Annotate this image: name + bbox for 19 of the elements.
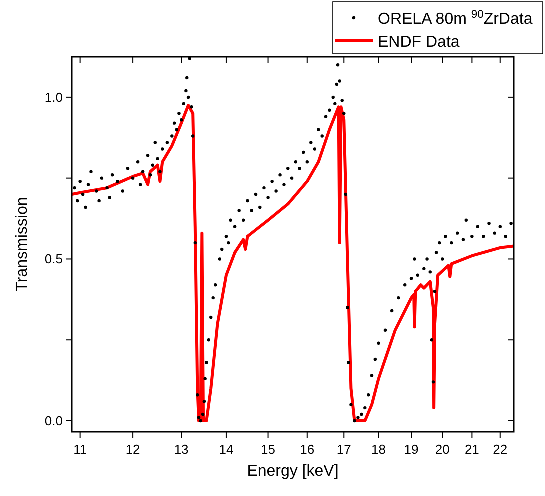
x-tick-label: 21 (464, 442, 480, 457)
x-tick-label: 12 (126, 442, 140, 457)
x-tick-label: 15 (261, 442, 276, 457)
x-tick-label: 14 (219, 442, 234, 457)
x-tick-label: 18 (372, 442, 386, 457)
x-tick-label: 11 (74, 442, 88, 457)
x-tick-label: 19 (404, 442, 419, 457)
y-tick-label: 0.0 (44, 414, 63, 428)
x-tick-label: 13 (174, 442, 189, 457)
y-tick-label: 1.0 (44, 90, 63, 105)
x-axis-title: Energy [keV] (247, 463, 339, 480)
legend-label: ENDF Data (378, 34, 460, 51)
x-tick-label: 17 (336, 442, 352, 457)
x-tick-label: 20 (435, 442, 450, 457)
x-tick-label: 16 (300, 442, 315, 457)
y-axis-title: Transmission (14, 197, 31, 292)
x-tick-label: 22 (493, 442, 508, 457)
legend-label: ORELA 80m $^{90}$ZrData (378, 9, 533, 28)
y-tick-label: 0.5 (44, 252, 63, 267)
